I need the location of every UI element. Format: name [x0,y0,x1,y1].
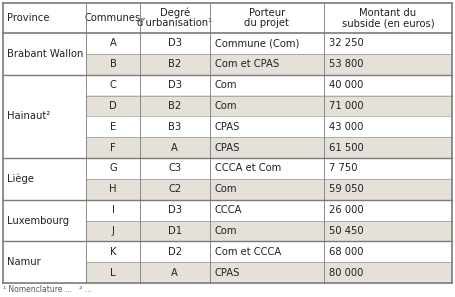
Text: A: A [171,268,178,278]
Bar [86,262,452,283]
Bar [86,179,452,200]
Text: 32 250: 32 250 [329,38,364,48]
Text: Porteur: Porteur [249,8,285,18]
Text: Com: Com [215,101,237,111]
Text: J: J [111,226,115,236]
Text: Montant du: Montant du [359,8,417,18]
Bar [3,262,452,283]
Text: D3: D3 [168,38,182,48]
Bar [86,137,452,158]
Text: B2: B2 [168,59,182,69]
Text: 7 750: 7 750 [329,163,358,173]
Text: C: C [110,80,116,90]
Text: L: L [110,268,116,278]
Bar [3,75,452,96]
Text: D1: D1 [168,226,182,236]
Text: CPAS: CPAS [215,122,240,132]
Text: 50 450: 50 450 [329,226,364,236]
Text: A: A [171,143,178,153]
Text: 59 050: 59 050 [329,184,364,194]
Text: I: I [111,205,115,215]
Text: F: F [110,143,116,153]
Text: D2: D2 [168,247,182,257]
Bar [86,96,452,116]
Text: Com: Com [215,80,237,90]
Text: 53 800: 53 800 [329,59,364,69]
Text: 40 000: 40 000 [329,80,364,90]
Text: Province: Province [7,13,50,23]
Text: 43 000: 43 000 [329,122,364,132]
Text: Degré: Degré [160,8,190,18]
Text: D3: D3 [168,80,182,90]
Text: Com: Com [215,184,237,194]
Text: 61 500: 61 500 [329,143,364,153]
Text: K: K [110,247,116,257]
Text: B2: B2 [168,101,182,111]
Text: Communes: Communes [85,13,141,23]
Bar [3,179,452,200]
Text: 71 000: 71 000 [329,101,364,111]
Text: 80 000: 80 000 [329,268,364,278]
Text: B: B [110,59,116,69]
Text: Namur: Namur [7,257,41,267]
Bar [86,220,452,241]
Text: 68 000: 68 000 [329,247,364,257]
Text: D3: D3 [168,205,182,215]
Text: du projet: du projet [244,18,289,28]
Text: ¹ Nomenclature ...   ² ...: ¹ Nomenclature ... ² ... [3,285,92,294]
Text: CCCA: CCCA [215,205,242,215]
Text: Com et CCCA: Com et CCCA [215,247,281,257]
Text: 26 000: 26 000 [329,205,364,215]
Text: Com et CPAS: Com et CPAS [215,59,278,69]
Text: C3: C3 [168,163,181,173]
Text: Hainaut²: Hainaut² [7,111,50,121]
Text: Com: Com [215,226,237,236]
Text: Brabant Wallon: Brabant Wallon [7,49,83,59]
Text: D: D [109,101,117,111]
Text: subside (en euros): subside (en euros) [342,18,435,28]
Bar [3,96,452,116]
Text: Liège: Liège [7,173,34,184]
Text: CPAS: CPAS [215,268,240,278]
Text: E: E [110,122,116,132]
Bar [86,54,452,75]
Text: CCCA et Com: CCCA et Com [215,163,281,173]
Text: Luxembourg: Luxembourg [7,216,69,225]
Bar [3,241,452,262]
Text: Commune (Com): Commune (Com) [215,38,299,48]
Bar [3,137,452,158]
Text: C2: C2 [168,184,182,194]
Bar [3,158,452,179]
Bar [3,200,452,220]
Text: H: H [109,184,117,194]
Text: B3: B3 [168,122,181,132]
Text: G: G [109,163,117,173]
Bar [3,33,452,54]
Bar [3,54,452,75]
Bar [3,116,452,137]
Bar [3,220,452,241]
Bar [3,3,452,33]
Text: d’urbanisation¹: d’urbanisation¹ [136,18,213,28]
Text: A: A [110,38,116,48]
Text: CPAS: CPAS [215,143,240,153]
